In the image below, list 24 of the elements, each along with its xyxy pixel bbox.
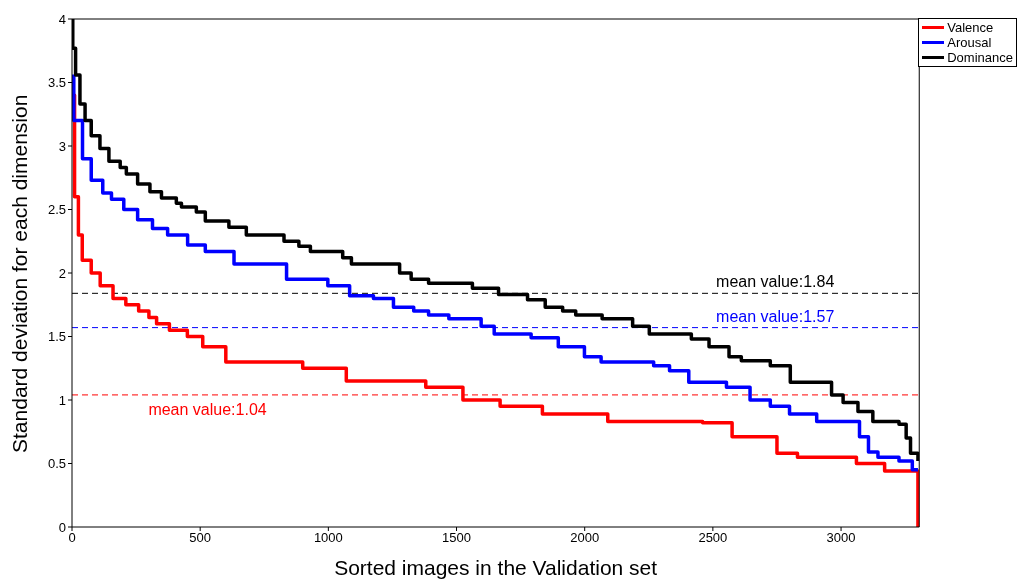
x-tick-label: 2500 xyxy=(698,530,728,546)
x-tick-label: 500 xyxy=(189,530,212,546)
y-tick-label: 1.5 xyxy=(47,329,66,345)
x-tick-label: 0 xyxy=(68,530,76,546)
y-tick-label: 2 xyxy=(58,265,66,281)
legend-label: Arousal xyxy=(947,35,992,50)
ref-line-label: mean value:1.84 xyxy=(716,273,835,291)
x-tick-label: 2000 xyxy=(570,530,600,546)
y-axis-title: Standard deviation for each dimension xyxy=(8,94,32,453)
y-tick-label: 1 xyxy=(58,392,66,408)
y-tick-label: 3.5 xyxy=(47,75,66,91)
y-tick-label: 0.5 xyxy=(47,456,66,472)
y-tick-label: 0 xyxy=(58,519,66,535)
legend-label: Valence xyxy=(947,20,994,35)
x-tick-label: 1500 xyxy=(442,530,471,546)
x-tick-label: 3000 xyxy=(826,530,856,546)
ref-line-label: mean value:1.04 xyxy=(148,400,267,418)
y-tick-label: 2.5 xyxy=(47,202,66,218)
y-tick-label: 4 xyxy=(58,11,66,27)
legend-label: Dominance xyxy=(947,50,1013,65)
x-tick-label: 1000 xyxy=(313,530,343,546)
x-axis-title: Sorted images in the Validation set xyxy=(334,556,658,579)
ref-line-label: mean value:1.57 xyxy=(716,307,835,325)
y-tick-label: 3 xyxy=(58,138,66,154)
